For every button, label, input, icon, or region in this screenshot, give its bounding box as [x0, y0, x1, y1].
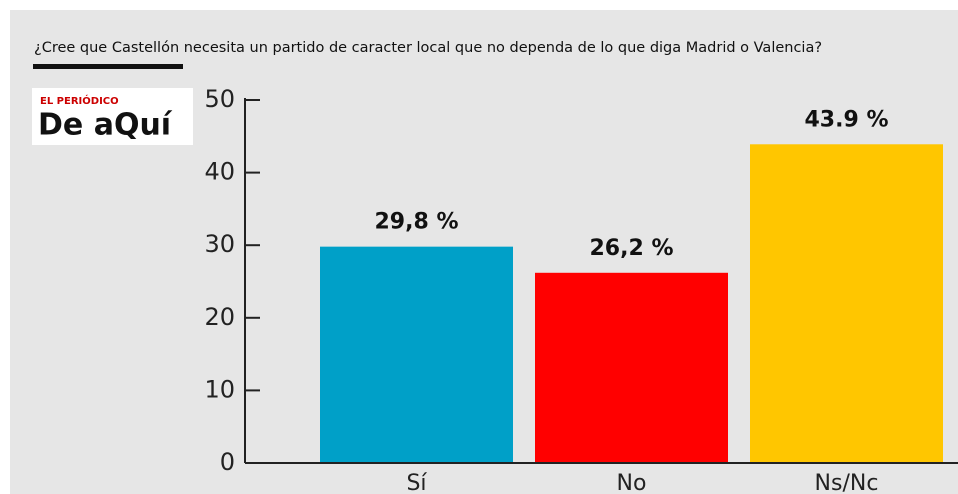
logo-main: De aQuí	[38, 108, 173, 143]
x-tick-label: No	[617, 471, 647, 494]
chart-title: ¿Cree que Castellón necesita un partido …	[34, 40, 822, 56]
value-label: 26,2 %	[590, 236, 674, 261]
y-tick-label: 20	[204, 303, 235, 331]
title-underline	[33, 64, 183, 69]
bar	[535, 272, 728, 463]
y-tick-label: 40	[204, 158, 235, 186]
x-tick-label: Ns/Nc	[815, 471, 879, 494]
y-tick-label: 10	[204, 375, 235, 403]
y-tick-label: 0	[220, 448, 235, 476]
y-tick-label: 50	[204, 85, 235, 113]
value-label: 43.9 %	[805, 107, 889, 132]
value-label: 29,8 %	[375, 210, 459, 235]
x-tick-label: Sí	[406, 471, 427, 494]
y-tick-label: 30	[204, 230, 235, 258]
bar	[750, 144, 943, 463]
logo-box	[32, 88, 193, 145]
bar	[320, 246, 513, 463]
logo-top: EL PERIÓDICO	[40, 94, 119, 107]
